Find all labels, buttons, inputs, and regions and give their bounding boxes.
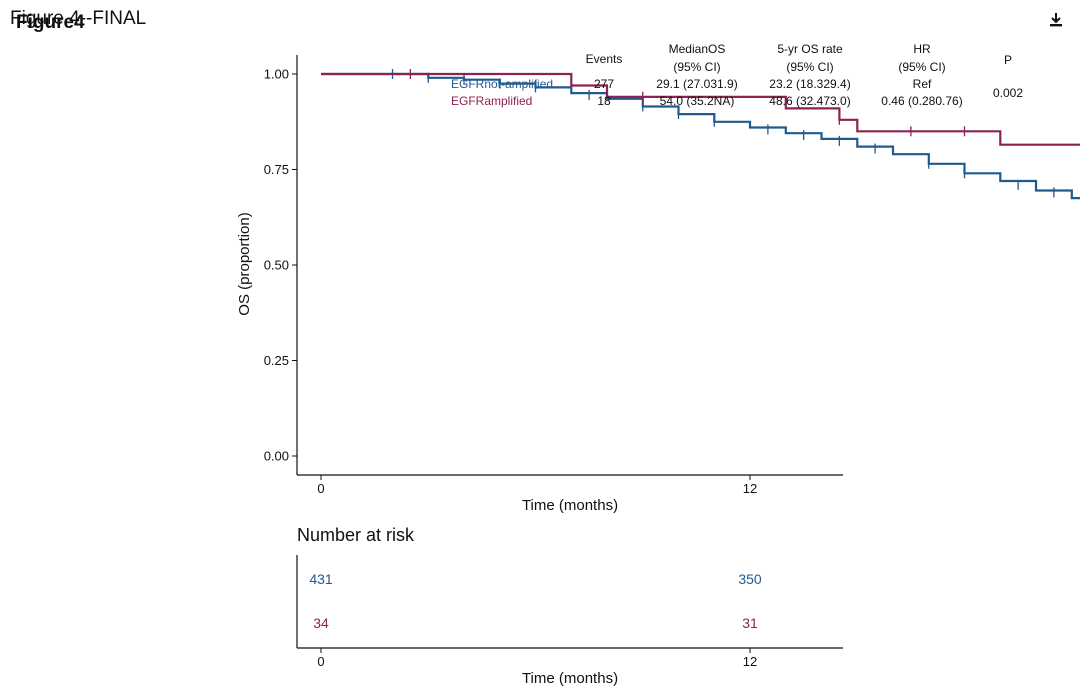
stats-events: 18	[597, 94, 611, 108]
stats-group-label: EGFRamplified	[451, 94, 532, 108]
stats-header: Events	[586, 52, 623, 66]
km-plot: 0.000.250.500.751.00012243648607284Time …	[236, 55, 1080, 514]
figure-title-front: Figure4	[16, 12, 85, 33]
risk-x-tick-label: 0	[317, 654, 324, 669]
x-tick-label: 12	[743, 481, 757, 496]
stats-group-label: EGFRnot-amplified	[451, 77, 553, 91]
figure-title-back: Figure 4--FINAL	[10, 8, 147, 29]
stats-rate: 23.2 (18.329.4)	[769, 77, 850, 91]
stats-header: 5-yr OS rate	[777, 42, 843, 56]
risk-count: 31	[742, 615, 758, 631]
stats-header-sub: (95% CI)	[898, 60, 945, 74]
stats-hr: Ref	[913, 77, 932, 91]
stats-median: 54.0 (35.2NA)	[660, 94, 735, 108]
x-tick-label: 0	[317, 481, 324, 496]
risk-table-title: Number at risk	[297, 525, 415, 545]
km-curve-amplified	[321, 72, 1080, 146]
stats-header-sub: (95% CI)	[673, 60, 720, 74]
y-tick-label: 0.25	[264, 353, 289, 368]
x-axis-label: Time (months)	[522, 497, 618, 514]
risk-count: 431	[309, 571, 333, 587]
y-tick-label: 0.75	[264, 162, 289, 177]
risk-x-tick-label: 12	[743, 654, 757, 669]
y-tick-label: 0.00	[264, 449, 289, 464]
risk-table: Number at risk43135022511460261883431241…	[296, 525, 843, 687]
stats-hr: 0.46 (0.280.76)	[881, 94, 962, 108]
stats-events: 277	[594, 77, 614, 91]
y-tick-label: 1.00	[264, 67, 289, 82]
stats-header: P	[1004, 53, 1012, 67]
stats-header: HR	[913, 42, 931, 56]
km-curve-not-amplified	[321, 72, 1080, 200]
stats-table: Events MedianOS (95% CI) 5-yr OS rate (95% C…	[451, 42, 1023, 108]
download-icon-glyph	[1050, 13, 1062, 27]
stats-median: 29.1 (27.031.9)	[656, 77, 737, 91]
y-tick-label: 0.50	[264, 258, 289, 273]
download-icon[interactable]	[1046, 10, 1066, 30]
risk-count: 34	[313, 615, 329, 631]
stats-p-value: 0.002	[993, 86, 1023, 100]
stats-header-sub: (95% CI)	[786, 60, 833, 74]
risk-count: 350	[738, 571, 762, 587]
stats-header: MedianOS	[669, 42, 726, 56]
y-axis-label: OS (proportion)	[236, 212, 253, 315]
risk-x-axis-label: Time (months)	[522, 670, 618, 687]
stats-rate: 48.6 (32.473.0)	[769, 94, 850, 108]
